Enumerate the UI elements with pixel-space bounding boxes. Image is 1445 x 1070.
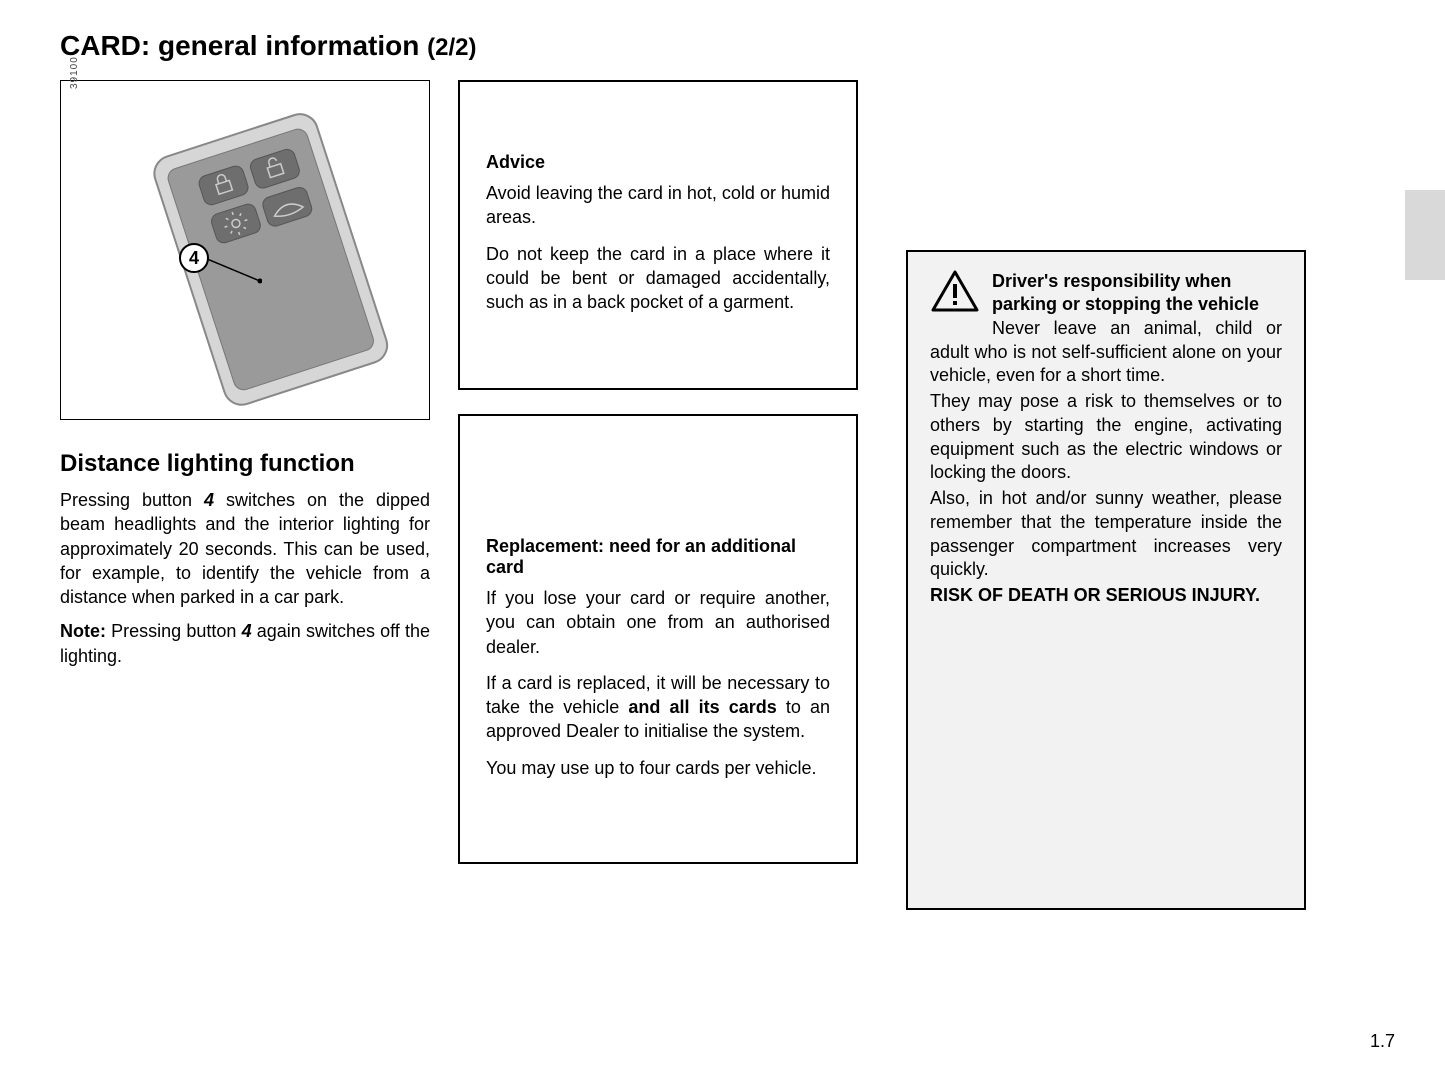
advice-p2: Do not keep the card in a place where it… — [486, 242, 830, 315]
warning-title: Driver's responsibility when parking or … — [930, 270, 1282, 317]
callout-number: 4 — [179, 243, 209, 273]
column-left: 39100 — [60, 80, 430, 678]
keycard-illustration — [136, 111, 396, 411]
replacement-p1: If you lose your card or require another… — [486, 586, 830, 659]
note-pre: Pressing button — [106, 621, 242, 641]
section-tab — [1405, 190, 1445, 280]
advice-p1: Avoid leaving the card in hot, cold or h… — [486, 181, 830, 230]
title-main: CARD: general information — [60, 30, 419, 61]
warning-p1: Never leave an animal, child or adult wh… — [930, 317, 1282, 388]
note-label: Note: — [60, 621, 106, 641]
warning-risk: RISK OF DEATH OR SERIOUS INJURY. — [930, 584, 1282, 608]
note-btn: 4 — [242, 621, 252, 641]
advice-box: Advice Avoid leaving the card in hot, co… — [458, 80, 858, 390]
distance-lighting-text: Pressing button 4 switches on the dipped… — [60, 488, 430, 678]
column-mid: Advice Avoid leaving the card in hot, co… — [458, 80, 858, 888]
replacement-p2: If a card is replaced, it will be necess… — [486, 671, 830, 744]
advice-heading: Advice — [486, 152, 830, 173]
dl-p1-btn: 4 — [204, 490, 214, 510]
image-code: 39100 — [69, 56, 80, 89]
warning-icon — [930, 270, 980, 314]
replacement-p3: You may use up to four cards per vehicle… — [486, 756, 830, 780]
title-sub: (2/2) — [427, 34, 476, 61]
distance-lighting-heading: Distance lighting function — [60, 450, 430, 478]
replacement-box: Replacement: need for an additional card… — [458, 414, 858, 864]
content-columns: 39100 — [60, 80, 1395, 910]
page-title: CARD: general information (2/2) — [60, 30, 1395, 62]
warning-box: Driver's responsibility when parking or … — [906, 250, 1306, 910]
column-right: Driver's responsibility when parking or … — [906, 80, 1306, 910]
warning-p2: They may pose a risk to themselves or to… — [930, 390, 1282, 485]
callout-4: 4 — [179, 243, 209, 273]
warning-p3: Also, in hot and/or sunny weather, pleas… — [930, 487, 1282, 582]
page-number: 1.7 — [1370, 1031, 1395, 1052]
replacement-heading: Replacement: need for an additional card — [486, 536, 830, 578]
repl-p2-bold: and all its cards — [628, 697, 776, 717]
keycard-image: 39100 — [60, 80, 430, 420]
dl-p1-pre: Pressing button — [60, 490, 204, 510]
